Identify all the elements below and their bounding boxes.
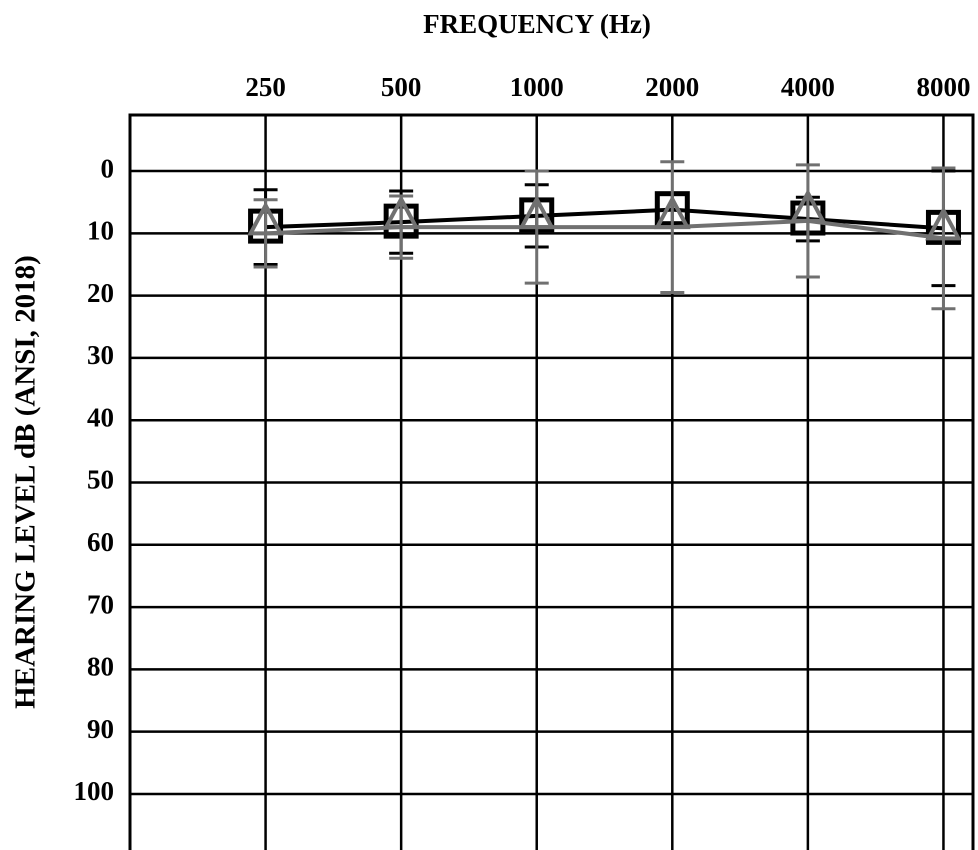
- y-tick-label: 90: [87, 714, 114, 744]
- y-tick-label: 70: [87, 589, 114, 619]
- x-tick-label: 2000: [645, 72, 699, 102]
- triangle-marker: [789, 188, 827, 223]
- y-axis-label: HEARING LEVEL dB (ANSI, 2018): [10, 255, 42, 709]
- x-tick-label: 4000: [781, 72, 835, 102]
- series-line: [265, 207, 944, 231]
- y-tick-label: 40: [87, 402, 114, 432]
- x-tick-label: 500: [381, 72, 422, 102]
- triangle-marker: [247, 201, 284, 236]
- x-tick-label: 8000: [916, 72, 970, 102]
- y-tick-label: 60: [87, 527, 114, 557]
- chart-title: FREQUENCY (Hz): [423, 9, 651, 39]
- y-tick-label: 80: [87, 652, 114, 682]
- x-tick-label: 250: [245, 72, 286, 102]
- y-tick-label: 30: [87, 340, 114, 370]
- x-tick-label: 1000: [510, 72, 564, 102]
- plot-frame: [128, 113, 975, 850]
- y-tick-label: 50: [87, 465, 114, 495]
- triangle-marker: [653, 194, 691, 230]
- triangle-marker: [382, 194, 420, 230]
- y-tick-label: 20: [87, 278, 114, 308]
- series-line: [265, 218, 944, 241]
- triangle-marker: [925, 206, 962, 241]
- y-tick-label: 10: [87, 216, 114, 246]
- y-tick-label: 100: [74, 776, 115, 806]
- y-tick-label: 0: [101, 153, 115, 183]
- triangle-marker: [518, 194, 556, 230]
